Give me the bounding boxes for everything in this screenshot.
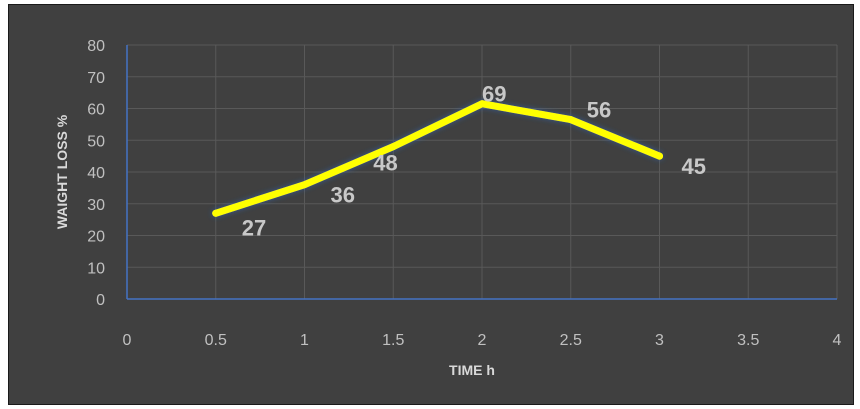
data-point-2 — [389, 143, 397, 151]
y-tick-label: 60 — [87, 102, 105, 119]
data-label: 45 — [682, 154, 706, 179]
data-point-5 — [656, 152, 663, 160]
series-weight-loss — [212, 100, 663, 217]
y-tick-label: 10 — [87, 260, 105, 277]
chart-frame: 0 0.5 1 1.5 2 2.5 3 3.5 4 0 10 20 30 40 50 60 70 80 27 36 4… — [8, 4, 854, 405]
x-tick-label: 0 — [123, 332, 132, 349]
x-tick-label: 2.5 — [560, 332, 582, 349]
data-point-4 — [567, 116, 575, 124]
y-tick-label: 80 — [87, 38, 105, 55]
series-line — [212, 100, 663, 217]
x-tick-label: 3.5 — [737, 332, 759, 349]
y-tick-label: 30 — [87, 197, 105, 214]
data-label: 48 — [373, 151, 397, 176]
data-point-0 — [212, 209, 220, 217]
data-labels: 27 36 48 69 56 45 — [242, 82, 706, 241]
data-label: 27 — [242, 215, 266, 240]
x-tick-label: 3 — [655, 332, 664, 349]
data-label: 69 — [482, 82, 506, 107]
x-tick-label: 0.5 — [205, 332, 227, 349]
y-tick-label: 50 — [87, 133, 105, 150]
data-point-3 — [478, 100, 486, 108]
y-axis-title: WAIGHT LOSS % — [54, 114, 70, 229]
x-tick-label: 4 — [833, 332, 842, 349]
y-tick-label: 70 — [87, 70, 105, 87]
y-tick-label: 40 — [87, 165, 105, 182]
data-label: 56 — [587, 98, 611, 123]
y-tick-label: 20 — [87, 229, 105, 246]
data-label: 36 — [331, 183, 355, 208]
data-point-1 — [301, 181, 308, 189]
x-tick-label: 1 — [300, 332, 309, 349]
x-tick-label: 1.5 — [382, 332, 404, 349]
x-tick-label: 2 — [478, 332, 487, 349]
y-tick-label: 0 — [96, 292, 105, 309]
axes — [126, 45, 837, 300]
x-axis-title: TIME h — [449, 362, 495, 378]
